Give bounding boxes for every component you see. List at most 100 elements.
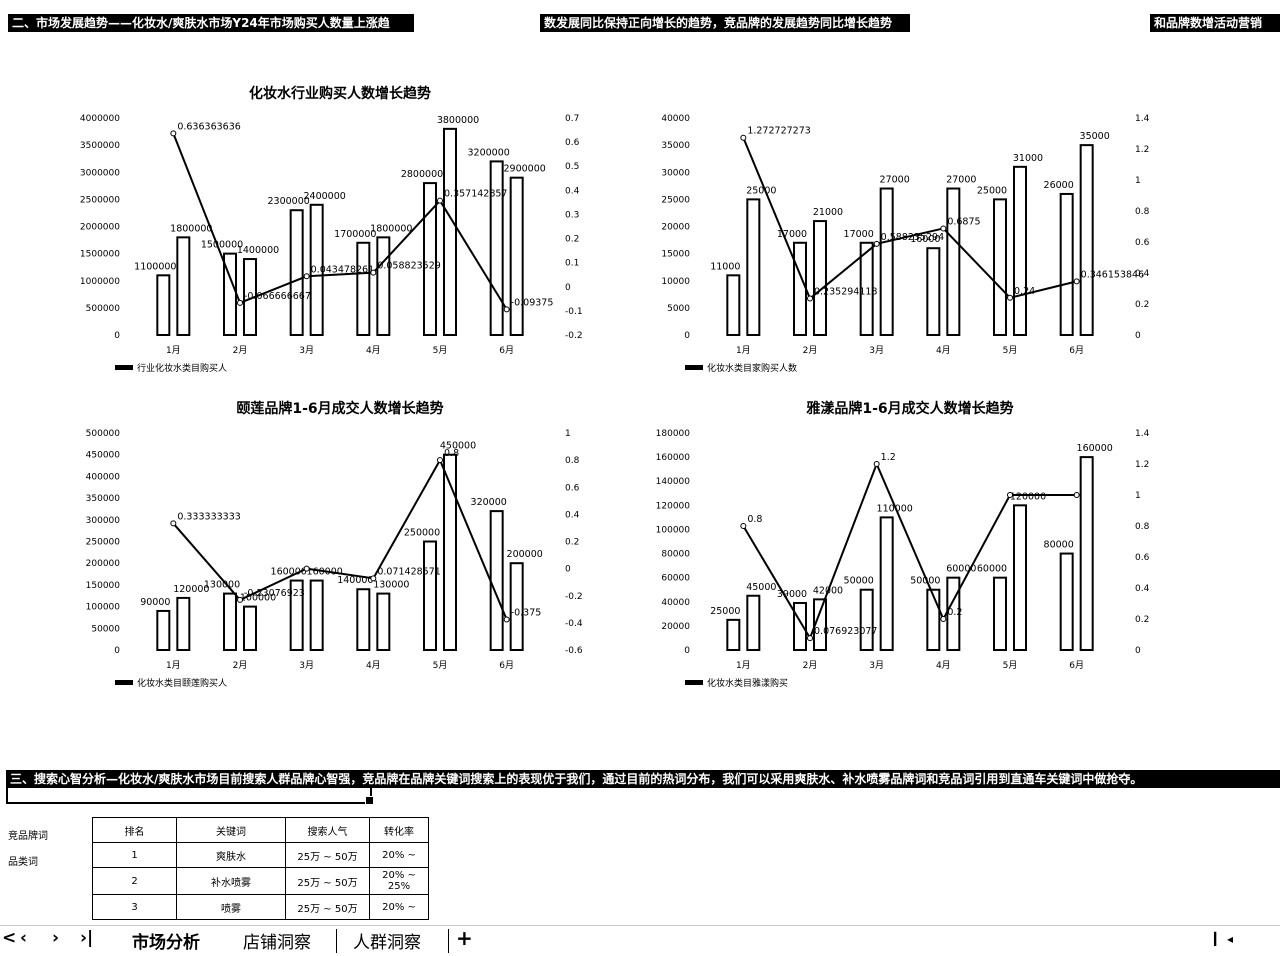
- y2-tick-label: 0.6: [1135, 238, 1150, 248]
- bar-value-label: 17000: [777, 229, 807, 240]
- chart-category-buyers: 0 5000 10000 15000 20000 25000 30000 35000 40000…: [640, 80, 1180, 380]
- y-tick-label: 3000000: [80, 168, 120, 178]
- legend-swatch: [685, 365, 703, 370]
- growth-rate-label: -0.066666667: [244, 291, 311, 302]
- legend-swatch: [115, 365, 133, 370]
- bar-series1: [1059, 192, 1074, 336]
- cell-search[interactable]: 25万 ~ 50万: [285, 867, 370, 895]
- bar-series2: [1079, 456, 1094, 651]
- bar-series1: [356, 588, 371, 652]
- add-sheet-icon[interactable]: +: [456, 926, 473, 950]
- growth-rate-point: [170, 130, 177, 137]
- y2-tick-label: 0.8: [565, 456, 580, 466]
- growth-rate-point: [437, 457, 443, 464]
- growth-rate-label: 0.2: [947, 607, 962, 618]
- bar-value-label: 1400000: [237, 245, 279, 256]
- bar-value-label: 25000: [977, 185, 1007, 196]
- bar-value-label: 35000: [1080, 131, 1110, 142]
- y-tick-label: 500000: [86, 304, 121, 314]
- bar-value-label: 50000: [910, 576, 940, 587]
- tab-separator: [336, 929, 337, 953]
- cell-search[interactable]: 25万 ~ 50万: [285, 894, 370, 920]
- chart-svg: 0 5000 10000 15000 20000 25000 30000 35000 40000…: [661, 114, 1150, 374]
- bar-value-label: 1100000: [134, 261, 176, 272]
- y-tick-label: 40000: [661, 598, 690, 608]
- bar-value-label: 450000: [440, 441, 476, 452]
- bar-series1: [726, 274, 741, 336]
- x-tick-label: 4月: [366, 660, 381, 671]
- tab-store-insight[interactable]: 店铺洞察: [243, 933, 311, 953]
- bar-value-label: 31000: [1013, 153, 1043, 164]
- y-tick-label: 250000: [86, 538, 121, 548]
- bar-series2: [176, 596, 191, 651]
- x-tick-label: 5月: [1003, 660, 1018, 671]
- next-sheet-icon[interactable]: ›: [52, 928, 60, 948]
- legend-label: 化妆水类目家购买人数: [707, 362, 797, 374]
- growth-rate-label: 0.346153846: [1081, 269, 1144, 280]
- y-tick-label: 30000: [661, 168, 690, 178]
- cell-rank[interactable]: 2: [92, 867, 177, 895]
- bar-value-label: 60000: [977, 564, 1007, 575]
- cell-conversion[interactable]: 20% ~ 25%: [369, 867, 429, 895]
- y-tick-label: 15000: [661, 250, 690, 260]
- growth-rate-label: 0.24: [1014, 286, 1035, 297]
- y2-tick-label: 1.4: [1135, 114, 1150, 124]
- bar-value-label: 120000: [1010, 491, 1046, 502]
- growth-rate-label: 1.272727273: [747, 126, 810, 137]
- first-sheet-icon[interactable]: <: [2, 928, 17, 948]
- growth-rate-label: 0.8: [444, 448, 459, 459]
- bar-series2: [243, 605, 257, 652]
- y-tick-label: 400000: [86, 472, 121, 482]
- bar-series2: [176, 236, 191, 337]
- cell-conversion[interactable]: 20% ~: [369, 842, 429, 868]
- tab-market-analysis[interactable]: 市场分析: [132, 933, 200, 953]
- header-keyword: 关键词: [176, 817, 286, 843]
- growth-rate-point: [170, 520, 177, 527]
- x-tick-label: 1月: [736, 660, 751, 671]
- growth-rate-point: [370, 575, 377, 582]
- y2-tick-label: 0.2: [1135, 300, 1149, 310]
- legend-swatch: [685, 680, 703, 685]
- y-tick-label: 1500000: [80, 250, 120, 260]
- bar-value-label: 100000: [240, 593, 276, 604]
- y2-tick-label: 0.4: [565, 510, 580, 520]
- bar-series1: [993, 198, 1007, 336]
- cell-rank[interactable]: 3: [92, 894, 177, 920]
- growth-rate-point: [503, 616, 510, 623]
- chart-brand1-buyers: 颐莲品牌1-6月成交人数增长趋势 0 50000 100000 150000 200000…: [70, 395, 610, 695]
- growth-rate-point: [940, 616, 947, 622]
- growth-rate-label: 0.058823529: [377, 261, 440, 272]
- selected-cell-box[interactable]: [6, 786, 372, 804]
- growth-rate-label: 0.076923077: [814, 626, 877, 637]
- bar-series1: [289, 579, 304, 651]
- cell-keyword[interactable]: 喷雾: [176, 894, 286, 920]
- cell-conversion[interactable]: 20% ~: [369, 894, 429, 920]
- cell-keyword[interactable]: 补水喷雾: [176, 867, 286, 895]
- chart-industry-buyers: 化妆水行业购买人数增长趋势 0 500000 1000000 1500000 200000…: [70, 80, 610, 380]
- y2-tick-label: 1.4: [1135, 429, 1150, 439]
- section2-banner-left: 二、市场发展趋势——化妆水/爽肤水市场Y24年市场购买人数量上涨趋: [8, 14, 414, 32]
- bar-series1: [859, 588, 874, 652]
- x-tick-label: 2月: [233, 660, 248, 671]
- last-sheet-icon[interactable]: ›|: [80, 928, 94, 948]
- cell-keyword[interactable]: 爽肤水: [176, 842, 286, 868]
- cell-rank[interactable]: 1: [92, 842, 177, 868]
- scroll-indicator-icon[interactable]: ▎ ◂: [1214, 932, 1234, 946]
- side-label-category: 品类词: [8, 857, 38, 868]
- bar-value-label: 130000: [204, 580, 240, 591]
- bar-series1: [926, 588, 941, 652]
- x-tick-label: 6月: [499, 660, 514, 671]
- y-tick-label: 2500000: [80, 195, 120, 205]
- y-tick-label: 0: [114, 646, 120, 656]
- x-tick-label: 4月: [936, 660, 951, 671]
- cell-search[interactable]: 25万 ~ 50万: [285, 842, 370, 868]
- fill-handle[interactable]: [365, 796, 374, 805]
- x-tick-label: 4月: [936, 345, 951, 356]
- growth-rate-point: [740, 134, 747, 141]
- y-tick-label: 35000: [661, 141, 690, 151]
- tab-crowd-insight[interactable]: 人群洞察: [353, 933, 421, 953]
- prev-sheet-icon[interactable]: ‹: [20, 928, 28, 948]
- sheet-tab-bar: < ‹ › ›| 市场分析 店铺洞察 人群洞察 + ▎ ◂: [0, 925, 1280, 956]
- bar-value-label: 21000: [813, 207, 843, 218]
- y2-tick-label: -0.2: [565, 331, 583, 341]
